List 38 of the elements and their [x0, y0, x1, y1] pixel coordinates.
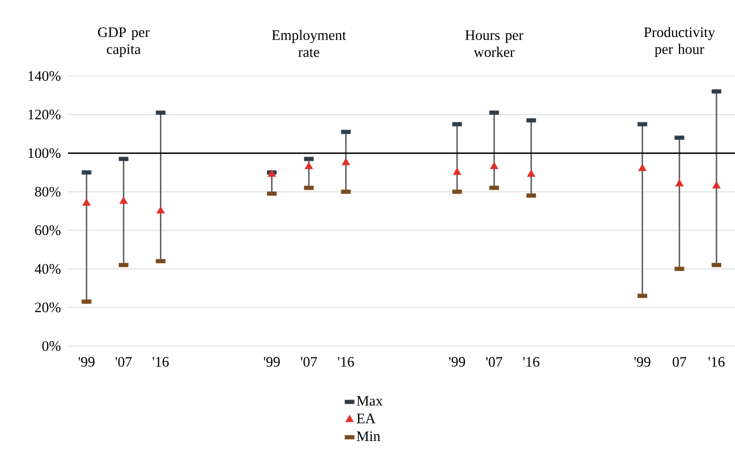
x-tick-label: '07	[300, 357, 317, 367]
point	[452, 168, 462, 175]
x-tick-label: '99	[634, 357, 650, 367]
text: Hours per worker	[465, 30, 524, 57]
x-tick-label: '16	[523, 357, 540, 367]
y-tick-label: 0%	[42, 341, 60, 351]
point	[342, 158, 350, 166]
y-tick-label: 120%	[28, 110, 60, 120]
y-tick-label: 40%	[34, 264, 60, 274]
point	[82, 198, 91, 206]
point	[304, 162, 314, 170]
y-tick-label: 140%	[28, 71, 60, 81]
x-tick-label: '07	[486, 357, 502, 367]
legend-label: Max	[356, 396, 383, 406]
x-tick-label: '99	[264, 357, 280, 367]
x-tick-label: 07	[672, 357, 686, 367]
text: Productivity per hour	[644, 26, 716, 57]
point	[526, 169, 536, 177]
text: Employment rate	[272, 30, 346, 57]
x-tick-label: '16	[152, 357, 169, 367]
point	[119, 196, 128, 204]
point	[638, 164, 647, 172]
x-tick-label: '07	[116, 357, 132, 367]
x-tick-label: '99	[449, 357, 466, 367]
legend-label: EA	[356, 414, 376, 424]
y-tick-label: 80%	[35, 186, 60, 197]
x-tick-label: '16	[338, 357, 354, 367]
y-tick-label: 100%	[28, 148, 60, 158]
point	[712, 181, 721, 188]
x-tick-label: '99	[78, 357, 94, 367]
point	[156, 206, 165, 214]
y-tick-label: 60%	[35, 225, 60, 236]
point	[490, 162, 498, 170]
y-tick-label: 20%	[35, 302, 60, 312]
text: GDP per capita	[98, 27, 150, 57]
x-tick-label: '16	[708, 357, 725, 367]
legend-label: Min	[356, 431, 380, 441]
point	[675, 179, 684, 186]
